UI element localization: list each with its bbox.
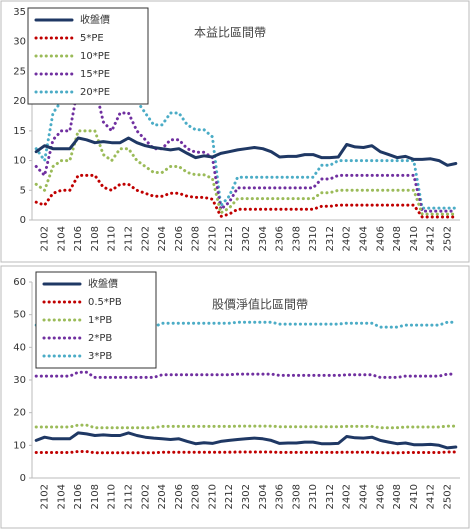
y-tick-label: 5	[20, 185, 26, 196]
x-tick-label: 2104	[56, 226, 67, 251]
legend-box	[35, 271, 157, 369]
series-line	[34, 136, 458, 167]
y-tick-label: 25	[13, 66, 26, 77]
x-tick-label: 2310	[308, 484, 319, 509]
x-tick-label: 2304	[258, 484, 269, 509]
x-tick-label: 2202	[140, 484, 151, 509]
y-tick-label: 20	[13, 408, 26, 419]
x-tick-label: 2310	[308, 226, 319, 251]
x-tick-label: 2212	[224, 226, 235, 251]
series-line	[34, 450, 458, 455]
x-tick-label: 2306	[275, 226, 286, 251]
x-tick-label: 2410	[409, 484, 420, 509]
legend-label: 收盤價	[88, 277, 118, 290]
x-tick-label: 2208	[191, 484, 202, 509]
x-tick-label: 2308	[291, 484, 302, 509]
y-tick-label: 10	[13, 156, 26, 167]
y-tick-label: 40	[13, 342, 26, 353]
x-tick-label: 2412	[426, 226, 437, 251]
x-tick-label: 2406	[375, 484, 386, 509]
x-tick-label: 2206	[174, 484, 185, 509]
legend-label: 15*PE	[80, 69, 110, 80]
x-tick-label: 2302	[241, 484, 252, 509]
y-tick-label: 15	[13, 126, 26, 137]
x-tick-label: 2408	[392, 484, 403, 509]
x-tick-label: 2404	[358, 484, 369, 509]
x-tick-label: 2502	[442, 484, 453, 509]
x-tick-label: 2204	[157, 226, 168, 251]
x-tick-label: 2106	[73, 484, 84, 509]
x-tick-label: 2106	[73, 226, 84, 251]
x-tick-label: 2312	[325, 484, 336, 509]
series-line	[34, 84, 458, 213]
series-line	[34, 173, 458, 219]
x-tick-label: 2402	[342, 484, 353, 509]
legend-label: 收盤價	[80, 13, 110, 26]
y-tick-label: 10	[13, 440, 26, 451]
chart-title: 本益比區間帶	[194, 26, 266, 40]
x-tick-label: 2402	[342, 226, 353, 251]
x-tick-label: 2108	[90, 484, 101, 509]
x-tick-label: 2404	[358, 226, 369, 251]
x-tick-label: 2308	[291, 226, 302, 251]
series-line	[34, 370, 458, 379]
y-tick-label: 60	[13, 277, 26, 288]
x-tick-label: 2112	[124, 484, 135, 509]
x-tick-label: 2306	[275, 484, 286, 509]
legend-label: 20*PE	[80, 87, 110, 98]
legend-label: 3*PB	[88, 351, 112, 362]
x-tick-label: 2408	[392, 226, 403, 251]
x-tick-label: 2304	[258, 226, 269, 251]
x-tick-label: 2108	[90, 226, 101, 251]
x-tick-label: 2208	[191, 226, 202, 251]
x-tick-label: 2302	[241, 226, 252, 251]
x-tick-label: 2206	[174, 226, 185, 251]
series-line	[34, 423, 458, 430]
series-line	[34, 129, 458, 216]
legend-label: 0.5*PB	[88, 297, 122, 308]
x-tick-label: 2112	[124, 226, 135, 251]
series-line	[34, 431, 458, 450]
x-tick-label: 2202	[140, 226, 151, 251]
legend-label: 10*PE	[80, 51, 110, 62]
chart-title: 股價淨值比區間帶	[212, 297, 308, 312]
x-tick-label: 2210	[207, 226, 218, 251]
legend-box	[27, 7, 149, 105]
y-tick-label: 20	[13, 96, 26, 107]
x-tick-label: 2110	[107, 226, 118, 251]
y-tick-label: 0	[20, 473, 26, 484]
x-tick-label: 2204	[157, 484, 168, 509]
y-tick-label: 35	[13, 7, 26, 18]
x-tick-label: 2410	[409, 226, 420, 251]
y-tick-label: 30	[13, 37, 26, 48]
y-tick-label: 50	[13, 310, 26, 321]
x-tick-label: 2110	[107, 484, 118, 509]
series-line	[34, 317, 458, 329]
x-tick-label: 2102	[40, 484, 51, 509]
x-tick-label: 2104	[56, 484, 67, 509]
x-tick-label: 2102	[40, 226, 51, 251]
x-tick-label: 2406	[375, 226, 386, 251]
legend-label: 1*PB	[88, 315, 112, 326]
y-tick-label: 30	[13, 375, 26, 386]
x-tick-label: 2412	[426, 484, 437, 509]
x-tick-label: 2210	[207, 484, 218, 509]
legend-label: 2*PB	[88, 333, 112, 344]
x-tick-label: 2502	[442, 226, 453, 251]
y-tick-label: 0	[20, 215, 26, 226]
legend-label: 5*PE	[80, 33, 104, 44]
x-tick-label: 2312	[325, 226, 336, 251]
x-tick-label: 2212	[224, 484, 235, 509]
